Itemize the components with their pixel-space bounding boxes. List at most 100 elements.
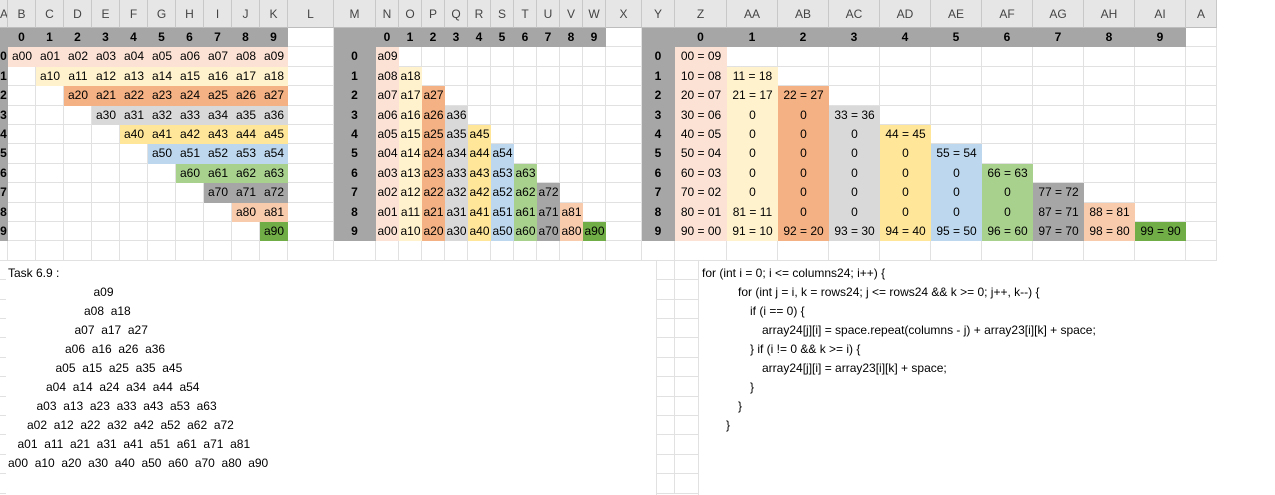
- grid-cell[interactable]: [468, 66, 491, 87]
- column-header[interactable]: AA: [727, 0, 778, 28]
- table3-cell[interactable]: 0: [982, 202, 1033, 222]
- table2-cell[interactable]: a51: [491, 202, 514, 222]
- column-header[interactable]: AF: [982, 0, 1033, 28]
- table3-cell[interactable]: 50 = 04: [675, 144, 727, 164]
- grid-cell[interactable]: [64, 183, 92, 203]
- table2-cell[interactable]: a41: [468, 202, 491, 222]
- grid-cell[interactable]: [148, 222, 176, 242]
- table3-cell[interactable]: 0: [778, 202, 829, 222]
- grid-cell[interactable]: [537, 144, 560, 164]
- table3-cell[interactable]: 0: [880, 163, 931, 184]
- grid-cell[interactable]: [64, 222, 92, 242]
- table1-cell[interactable]: a07: [204, 47, 232, 67]
- grid-cell[interactable]: [288, 28, 334, 48]
- grid-cell[interactable]: [1135, 105, 1186, 125]
- table2-cell[interactable]: a43: [468, 163, 491, 184]
- table1-cell[interactable]: a12: [92, 66, 120, 87]
- table3-cell[interactable]: 21 = 17: [727, 86, 778, 106]
- grid-cell[interactable]: [260, 241, 288, 261]
- column-header[interactable]: R: [468, 0, 491, 28]
- table1-cell[interactable]: a13: [120, 66, 148, 87]
- table2-cell[interactable]: a72: [537, 183, 560, 203]
- grid-cell[interactable]: [8, 202, 36, 222]
- table2-cell[interactable]: a52: [491, 183, 514, 203]
- table1-cell[interactable]: a60: [176, 163, 204, 184]
- table1-cell[interactable]: a15: [176, 66, 204, 87]
- grid-cell[interactable]: [64, 144, 92, 164]
- grid-cell[interactable]: [36, 183, 64, 203]
- table2-cell[interactable]: a06: [376, 105, 399, 125]
- table1-cell[interactable]: a44: [232, 125, 260, 145]
- table1-cell[interactable]: a09: [260, 47, 288, 67]
- grid-cell[interactable]: [1135, 183, 1186, 203]
- grid-cell[interactable]: [1084, 183, 1135, 203]
- column-header[interactable]: E: [92, 0, 120, 28]
- table1-cell[interactable]: a18: [260, 66, 288, 87]
- table3-cell[interactable]: 0: [880, 202, 931, 222]
- table1-cell[interactable]: a53: [232, 144, 260, 164]
- table3-cell[interactable]: 0: [778, 183, 829, 203]
- grid-cell[interactable]: [468, 86, 491, 106]
- table2-cell[interactable]: a35: [445, 125, 468, 145]
- grid-cell[interactable]: [778, 47, 829, 67]
- grid-cell[interactable]: [445, 241, 468, 261]
- grid-cell[interactable]: [514, 86, 537, 106]
- grid-cell[interactable]: [445, 66, 468, 87]
- table3-cell[interactable]: 91 = 10: [727, 222, 778, 242]
- grid-cell[interactable]: [120, 222, 148, 242]
- grid-cell[interactable]: [606, 86, 642, 106]
- column-header[interactable]: N: [376, 0, 399, 28]
- grid-cell[interactable]: [560, 86, 583, 106]
- column-header[interactable]: I: [204, 0, 232, 28]
- grid-cell[interactable]: [537, 241, 560, 261]
- grid-cell[interactable]: [288, 163, 334, 184]
- table2-cell[interactable]: a31: [445, 202, 468, 222]
- grid-cell[interactable]: [1135, 202, 1186, 222]
- column-header[interactable]: C: [36, 0, 64, 28]
- grid-cell[interactable]: [120, 144, 148, 164]
- grid-cell[interactable]: [491, 86, 514, 106]
- grid-cell[interactable]: [1135, 86, 1186, 106]
- column-header[interactable]: L: [288, 0, 334, 28]
- grid-cell[interactable]: [931, 66, 982, 87]
- grid-cell[interactable]: [92, 241, 120, 261]
- grid-cell[interactable]: [583, 163, 606, 184]
- grid-cell[interactable]: [1033, 66, 1084, 87]
- table2-cell[interactable]: a13: [399, 163, 422, 184]
- grid-cell[interactable]: [880, 86, 931, 106]
- table2-cell[interactable]: a81: [560, 202, 583, 222]
- grid-cell[interactable]: [560, 66, 583, 87]
- table3-cell[interactable]: 77 = 72: [1033, 183, 1084, 203]
- grid-cell[interactable]: [288, 144, 334, 164]
- table2-cell[interactable]: a07: [376, 86, 399, 106]
- grid-cell[interactable]: [288, 66, 334, 87]
- grid-cell[interactable]: [176, 202, 204, 222]
- grid-cell[interactable]: [1135, 66, 1186, 87]
- table1-cell[interactable]: a22: [120, 86, 148, 106]
- grid-cell[interactable]: [606, 144, 642, 164]
- grid-cell[interactable]: [1084, 241, 1135, 261]
- grid-cell[interactable]: [468, 47, 491, 67]
- grid-cell[interactable]: [36, 241, 64, 261]
- table3-cell[interactable]: 90 = 00: [675, 222, 727, 242]
- grid-cell[interactable]: [1084, 144, 1135, 164]
- column-header[interactable]: AC: [829, 0, 880, 28]
- grid-cell[interactable]: [606, 163, 642, 184]
- table1-cell[interactable]: a03: [92, 47, 120, 67]
- table3-cell[interactable]: 0: [778, 125, 829, 145]
- grid-cell[interactable]: [675, 241, 727, 261]
- grid-cell[interactable]: [92, 144, 120, 164]
- column-header[interactable]: V: [560, 0, 583, 28]
- grid-cell[interactable]: [606, 222, 642, 242]
- table1-cell[interactable]: a21: [92, 86, 120, 106]
- grid-cell[interactable]: [560, 163, 583, 184]
- table2-cell[interactable]: a03: [376, 163, 399, 184]
- table3-cell[interactable]: 0: [727, 144, 778, 164]
- grid-cell[interactable]: [36, 144, 64, 164]
- grid-cell[interactable]: [642, 280, 675, 300]
- grid-cell[interactable]: [36, 163, 64, 184]
- grid-cell[interactable]: [148, 163, 176, 184]
- grid-cell[interactable]: [642, 377, 675, 397]
- grid-cell[interactable]: [583, 66, 606, 87]
- table1-cell[interactable]: a25: [204, 86, 232, 106]
